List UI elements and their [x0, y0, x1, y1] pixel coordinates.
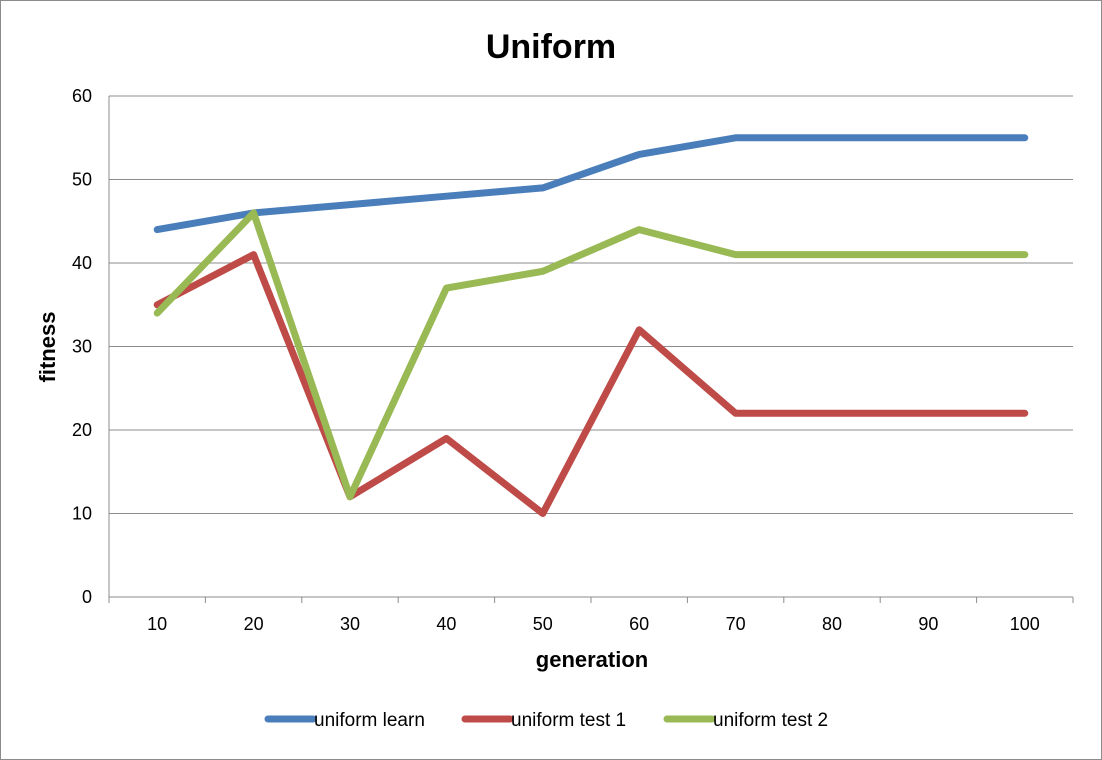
legend-label: uniform learn — [314, 710, 425, 731]
x-tick-label: 10 — [147, 614, 167, 634]
legend-label: uniform test 1 — [511, 710, 626, 731]
y-tick-label: 30 — [72, 337, 92, 357]
x-tick-label: 70 — [726, 614, 746, 634]
x-axis-ticks: 10 20 30 40 50 60 70 80 90 100 — [108, 597, 1074, 634]
series-line-2 — [153, 251, 1029, 517]
y-tick-label: 60 — [72, 86, 92, 106]
series-lines — [153, 134, 1029, 517]
y-axis-label: fitness — [35, 312, 60, 383]
chart-title: Uniform — [486, 28, 616, 66]
y-tick-label: 10 — [72, 504, 92, 524]
x-axis-label: generation — [536, 647, 648, 672]
x-tick-label: 80 — [822, 614, 842, 634]
x-tick-label: 30 — [340, 614, 360, 634]
y-tick-label: 40 — [72, 253, 92, 273]
y-tick-label: 20 — [72, 420, 92, 440]
x-tick-label: 20 — [244, 614, 264, 634]
y-tick-label: 0 — [82, 587, 92, 607]
y-axis-ticks: 0 10 20 30 40 50 60 — [72, 86, 92, 607]
x-tick-label: 50 — [533, 614, 553, 634]
series-line-1 — [153, 134, 1029, 234]
x-tick-label: 90 — [918, 614, 938, 634]
legend: uniform learn uniform test 1 uniform test … — [264, 710, 828, 731]
x-tick-label: 40 — [436, 614, 456, 634]
gridlines — [108, 95, 1073, 603]
y-tick-label: 50 — [72, 170, 92, 190]
x-tick-label: 100 — [1010, 614, 1040, 634]
x-tick-label: 60 — [629, 614, 649, 634]
legend-label: uniform test 2 — [713, 710, 828, 731]
series-line-3 — [153, 209, 1029, 501]
